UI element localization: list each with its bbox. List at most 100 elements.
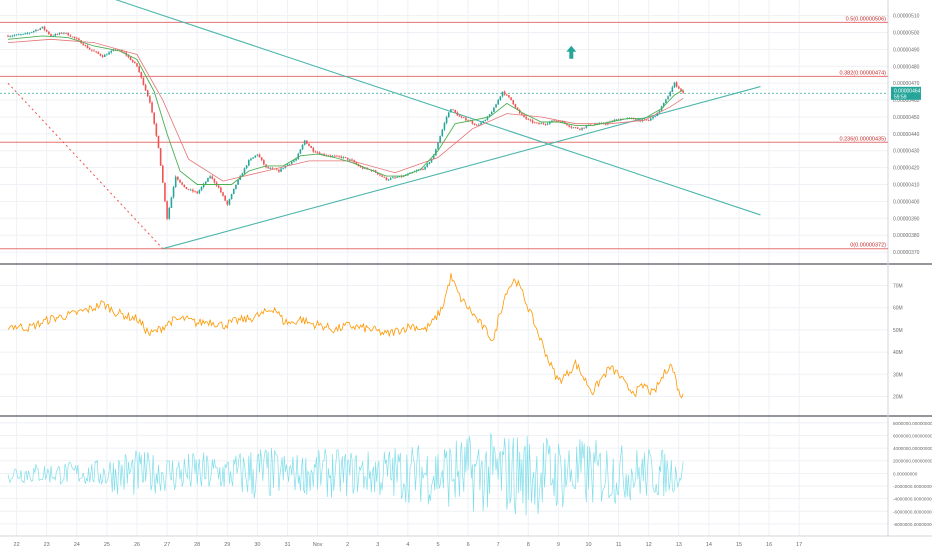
candle-body bbox=[284, 165, 287, 169]
trendline[interactable] bbox=[0, 0, 761, 216]
candle-body bbox=[28, 32, 31, 34]
candle-body bbox=[56, 34, 59, 35]
candle-body bbox=[202, 183, 205, 188]
candle-body bbox=[196, 191, 198, 194]
price-axis-tick-label: 0.00000430 bbox=[893, 149, 920, 155]
candle-body bbox=[318, 152, 321, 155]
up-arrow-icon[interactable] bbox=[566, 45, 577, 59]
price-axis-tick-label: 0.00000420 bbox=[893, 166, 920, 172]
candle-body bbox=[514, 104, 517, 108]
candle-body bbox=[123, 51, 125, 53]
candle-body bbox=[26, 33, 29, 35]
candle-body bbox=[151, 102, 153, 113]
oscillator-axis-tick-label: 50M bbox=[893, 328, 903, 334]
candle-body bbox=[533, 122, 536, 124]
candle-body bbox=[127, 55, 130, 58]
price-axis-tick-label: 0.00000370 bbox=[893, 250, 920, 256]
momentum-axis-tick-label: 0.00000000 bbox=[893, 471, 918, 476]
candle-body bbox=[471, 121, 474, 124]
candle-body bbox=[540, 123, 542, 125]
candle-body bbox=[331, 155, 334, 157]
price-axis-tick-label: 0.00000500 bbox=[893, 30, 920, 36]
candle-body bbox=[424, 166, 426, 170]
candle-body bbox=[207, 178, 209, 182]
candle-body bbox=[164, 182, 166, 202]
candle-body bbox=[658, 110, 661, 113]
candle-body bbox=[63, 32, 65, 34]
candle-body bbox=[226, 200, 229, 205]
candle-body bbox=[33, 30, 35, 32]
candle-body bbox=[675, 82, 678, 87]
candle-body bbox=[447, 112, 450, 118]
candle-body bbox=[314, 151, 317, 153]
trendline[interactable] bbox=[162, 86, 761, 250]
candle-body bbox=[157, 135, 160, 149]
candle-body bbox=[65, 32, 67, 34]
candle-body bbox=[656, 112, 659, 117]
candle-body bbox=[662, 102, 665, 107]
candle-body bbox=[54, 34, 57, 36]
candle-body bbox=[248, 160, 250, 166]
candle-body bbox=[308, 143, 310, 146]
candle-body bbox=[271, 168, 274, 169]
candle-body bbox=[682, 90, 684, 93]
candle-body bbox=[377, 172, 379, 175]
candle-body bbox=[645, 119, 648, 121]
candle-body bbox=[615, 119, 618, 121]
candle-body bbox=[275, 169, 278, 171]
candle-body bbox=[523, 114, 525, 117]
candle-body bbox=[475, 124, 478, 126]
candle-body bbox=[422, 169, 424, 170]
candle-body bbox=[458, 115, 461, 117]
candle-body bbox=[15, 34, 18, 36]
candle-body bbox=[146, 90, 149, 97]
candle-body bbox=[243, 168, 246, 174]
candle-body bbox=[549, 121, 551, 124]
candle-body bbox=[361, 167, 364, 169]
candle-body bbox=[181, 182, 183, 185]
candle-body bbox=[224, 195, 226, 201]
candle-body bbox=[383, 176, 386, 178]
candle-body bbox=[144, 84, 147, 91]
candle-body bbox=[39, 28, 42, 30]
candle-body bbox=[544, 124, 547, 125]
candle-body bbox=[536, 122, 538, 124]
time-axis-tick-label: 9 bbox=[557, 542, 560, 548]
candle-body bbox=[17, 34, 20, 36]
candle-body bbox=[497, 99, 499, 105]
candle-body bbox=[613, 119, 616, 122]
candle-body bbox=[364, 167, 366, 169]
candle-body bbox=[187, 189, 190, 190]
candle-body bbox=[321, 153, 323, 155]
candle-body bbox=[576, 127, 579, 129]
candle-body bbox=[312, 147, 315, 152]
candle-body bbox=[450, 109, 452, 113]
price-axis-tick-label: 0.00000450 bbox=[893, 115, 920, 121]
candle-body bbox=[512, 100, 515, 105]
candle-body bbox=[101, 55, 104, 57]
price-axis-tick-label: 0.00000480 bbox=[893, 64, 920, 70]
price-axis-tick-label: 0.00000460 bbox=[893, 98, 920, 104]
candle-body bbox=[189, 189, 192, 191]
time-axis-tick-label: 14 bbox=[706, 542, 712, 548]
candle-body bbox=[99, 53, 102, 56]
candle-body bbox=[379, 174, 381, 176]
candle-body bbox=[506, 94, 508, 96]
candle-body bbox=[426, 163, 429, 167]
candle-body bbox=[73, 36, 76, 38]
candle-body bbox=[11, 35, 14, 37]
candle-body bbox=[112, 49, 115, 51]
candle-body bbox=[473, 123, 476, 125]
candle-body bbox=[385, 177, 388, 181]
candle-body bbox=[134, 61, 136, 64]
candle-body bbox=[230, 193, 233, 200]
time-axis-tick-label: 5 bbox=[436, 542, 439, 548]
candle-body bbox=[162, 165, 164, 183]
oscillator-axis-tick-label: 40M bbox=[893, 350, 903, 356]
candle-body bbox=[78, 38, 80, 41]
candle-body bbox=[299, 149, 302, 154]
candle-body bbox=[463, 117, 465, 119]
candle-body bbox=[456, 112, 459, 116]
